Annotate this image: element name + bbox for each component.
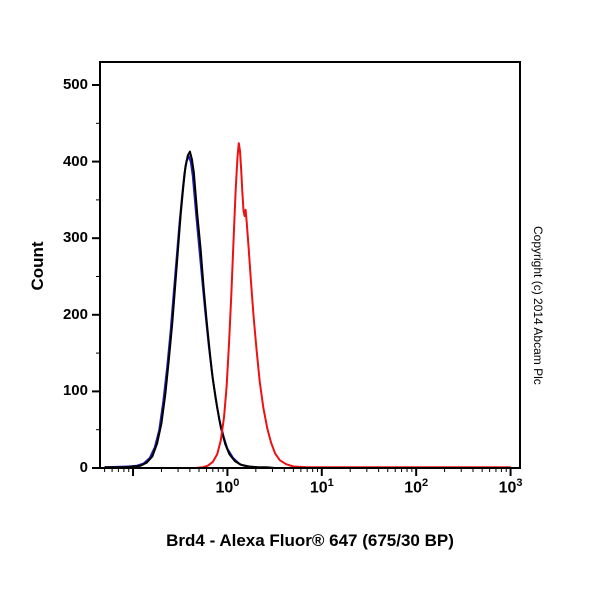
copyright-text: Copyright (c) 2014 Abcam Plc [531, 226, 545, 385]
y-tick-label-200: 200 [62, 305, 88, 323]
curve-brd4-red [178, 142, 511, 468]
x-tick-label-10e0: 100 [215, 477, 240, 497]
x-tick-label-10e3: 103 [498, 477, 523, 497]
x-tick-label-10e2: 102 [404, 477, 429, 497]
x-axis-title: Brd4 - Alexa Fluor® 647 (675/30 BP) [166, 531, 454, 550]
y-tick-label-400: 400 [62, 152, 88, 170]
curve-control-black [104, 150, 511, 468]
y-tick-label-500: 500 [62, 75, 88, 93]
x-tick-label-10e1: 101 [309, 477, 334, 497]
y-tick-label-100: 100 [62, 382, 88, 400]
y-tick-label-0: 0 [79, 459, 88, 476]
plot-border [99, 61, 521, 469]
y-tick-label-300: 300 [62, 229, 88, 247]
